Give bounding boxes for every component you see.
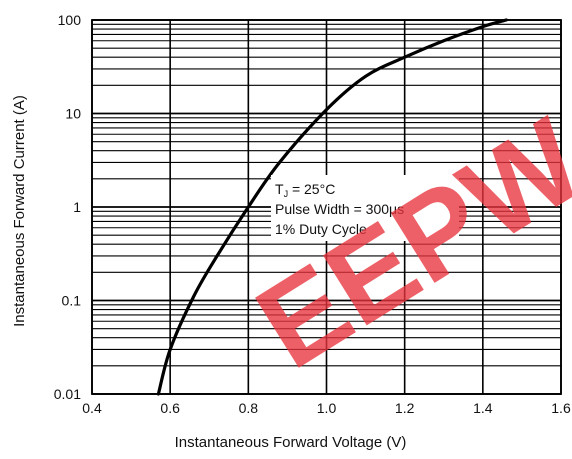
x-tick-label: 1.0 (317, 400, 337, 416)
annotation-line: Pulse Width = 300μs (275, 201, 404, 217)
series-line (156, 18, 508, 396)
annotation-line: 1% Duty Cycle (275, 221, 367, 237)
annotation: TJ = 25°C Pulse Width = 300μs 1% Duty Cycl… (271, 175, 459, 241)
x-axis-title: Instantaneous Forward Voltage (V) (175, 434, 407, 451)
x-tick-label: 1.2 (395, 400, 415, 416)
x-tick-label: 0.6 (160, 400, 180, 416)
y-tick-label: 0.1 (62, 293, 82, 309)
y-tick-label: 10 (65, 106, 81, 122)
annotation-line: TJ = 25°C (275, 181, 335, 199)
x-tick-label: 0.4 (82, 400, 102, 416)
annotation-box (271, 175, 459, 241)
x-tick-label: 0.8 (239, 400, 259, 416)
y-axis-title: Instantaneous Forward Current (A) (11, 95, 28, 327)
y-tick-label: 0.01 (54, 386, 81, 402)
y-tick-label: 100 (58, 12, 82, 28)
x-tick-label: 1.4 (473, 400, 493, 416)
plot-frame (91, 19, 562, 395)
axis-titles: Instantaneous Forward Voltage (V) Instant… (11, 95, 406, 451)
series-layer (156, 18, 508, 396)
y-tick-label: 1 (73, 199, 81, 215)
tick-labels: 0.4 0.6 0.8 1.0 1.2 1.4 1.6 0.01 0.1 1 10 100 (54, 12, 571, 416)
x-tick-label: 1.6 (551, 400, 571, 416)
